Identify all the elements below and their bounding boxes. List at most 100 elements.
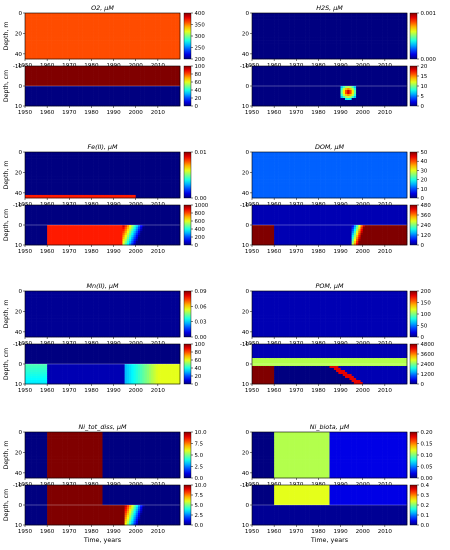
heatmap-cell xyxy=(80,82,83,85)
heatmap-cell xyxy=(398,78,401,81)
heatmap-cell xyxy=(53,31,57,35)
heatmap-cell xyxy=(157,40,161,44)
heatmap-cell xyxy=(160,19,163,23)
heatmap-cell xyxy=(314,82,317,85)
heatmap-cell xyxy=(316,82,319,85)
heatmap-cell xyxy=(137,98,141,101)
heatmap-cell xyxy=(347,102,350,105)
heatmap-cell xyxy=(171,22,174,26)
heatmap-cell xyxy=(322,76,326,79)
heatmap-cell xyxy=(373,100,377,103)
heatmap-cell xyxy=(280,34,284,38)
heatmap-cell xyxy=(56,46,59,51)
heatmap-cell xyxy=(342,52,346,57)
heatmap-cell xyxy=(49,104,52,107)
heatmap-cell xyxy=(260,40,264,44)
heatmap-cell xyxy=(393,78,397,81)
heatmap-cell xyxy=(64,22,68,26)
heatmap-cell xyxy=(380,82,383,85)
heatmap-cell xyxy=(25,46,28,51)
heatmap-cell xyxy=(106,76,110,79)
heatmap-cell xyxy=(309,40,313,44)
heatmap-cell xyxy=(393,19,397,23)
heatmap-cell xyxy=(340,104,344,107)
heatmap-cell xyxy=(157,68,161,71)
heatmap-cell xyxy=(49,25,52,29)
heatmap-cell xyxy=(42,74,46,77)
heatmap-cell xyxy=(398,100,401,103)
heatmap-cell xyxy=(93,22,97,26)
heatmap-cell xyxy=(398,74,401,77)
heatmap-cell xyxy=(149,25,152,29)
heatmap-cell xyxy=(280,43,284,48)
heatmap-cell xyxy=(267,96,271,99)
heatmap-cell xyxy=(113,31,117,35)
heatmap-cell xyxy=(263,96,266,99)
heatmap-cell xyxy=(153,68,156,71)
heatmap-cell xyxy=(100,94,103,97)
heatmap-cell xyxy=(140,43,143,48)
heatmap-cell xyxy=(302,104,306,107)
heatmap-cell xyxy=(40,72,44,75)
heatmap-cell xyxy=(84,49,88,54)
heatmap-cell xyxy=(49,72,52,75)
heatmap-cell xyxy=(91,25,94,29)
heatmap-cell xyxy=(146,49,150,54)
heatmap-cell xyxy=(347,82,350,85)
heatmap-cell xyxy=(31,104,35,107)
heatmap-cell xyxy=(91,102,94,105)
heatmap-cell xyxy=(367,84,370,87)
heatmap-cell xyxy=(40,86,44,89)
heatmap-cell xyxy=(144,55,148,60)
heatmap-cell xyxy=(298,49,302,54)
heatmap-cell xyxy=(33,96,37,99)
heatmap-cell xyxy=(305,102,308,105)
heatmap-cell xyxy=(25,76,28,79)
heatmap-cell xyxy=(278,22,282,26)
heatmap-cell xyxy=(78,19,81,23)
heatmap-cell xyxy=(106,68,110,71)
heatmap-cell xyxy=(298,55,302,60)
heatmap-cell xyxy=(60,25,63,29)
heatmap-cell xyxy=(47,55,50,60)
heatmap-cell xyxy=(25,72,28,75)
heatmap-cell xyxy=(263,92,266,95)
heatmap-cell xyxy=(162,72,165,75)
heatmap-cell xyxy=(389,40,392,44)
heatmap-cell xyxy=(314,74,317,77)
heatmap-cell xyxy=(316,86,319,89)
heatmap-cell xyxy=(166,90,170,93)
heatmap-cell xyxy=(260,100,264,103)
heatmap-cell xyxy=(113,68,117,71)
heatmap-cell xyxy=(82,68,86,71)
heatmap-cell xyxy=(122,102,125,105)
heatmap-cell xyxy=(47,82,50,85)
heatmap-cell xyxy=(166,43,170,48)
heatmap-cell xyxy=(256,90,259,93)
heatmap-cell xyxy=(91,72,94,75)
heatmap-cell xyxy=(276,43,279,48)
heatmap-cell xyxy=(333,28,337,32)
heatmap-cell xyxy=(256,52,259,57)
heatmap-cell xyxy=(345,102,348,105)
heatmap-cell xyxy=(113,94,117,97)
heatmap-cell xyxy=(325,13,328,17)
heatmap-cell xyxy=(285,80,288,83)
heatmap-cell xyxy=(349,88,352,91)
heatmap-cell xyxy=(135,90,139,93)
heatmap-cell xyxy=(384,16,388,20)
heatmap-cell xyxy=(309,70,313,73)
heatmap-cell xyxy=(129,88,132,91)
heatmap-cell xyxy=(84,80,88,83)
heatmap-cell xyxy=(336,37,339,41)
heatmap-cell xyxy=(254,100,257,103)
heatmap-cell xyxy=(333,66,337,69)
heatmap-cell xyxy=(322,19,326,23)
heatmap-cell xyxy=(69,100,72,103)
heatmap-cell xyxy=(347,19,350,23)
heatmap-cell xyxy=(38,88,41,91)
heatmap-cell xyxy=(89,31,92,35)
heatmap-cell xyxy=(82,84,86,87)
heatmap-cell xyxy=(153,76,156,79)
heatmap-cell xyxy=(300,98,304,101)
